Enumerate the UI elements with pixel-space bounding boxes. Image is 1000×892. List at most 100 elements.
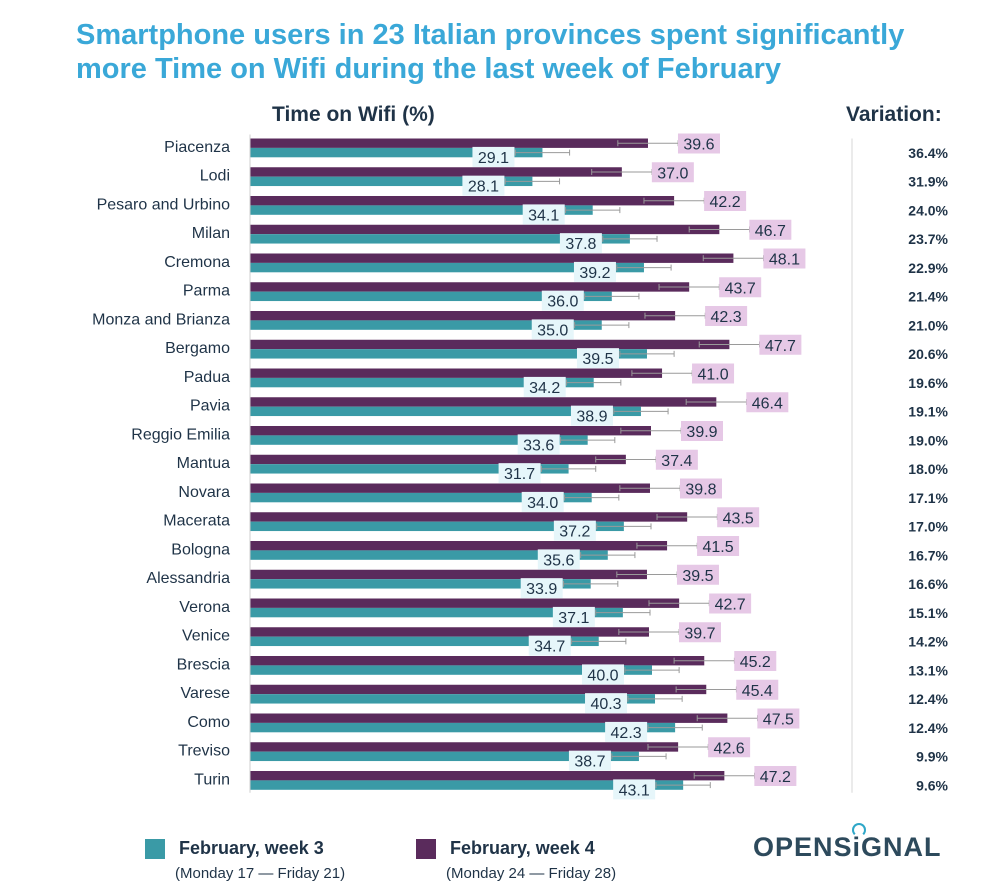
- label-bg-week3-monza-and-brianza: [531, 319, 574, 340]
- bar-week3-bergamo: [250, 349, 647, 359]
- bar-week3-verona: [250, 607, 623, 618]
- bar-week4-verona: [250, 598, 680, 608]
- bar-week3-piacenza: [250, 147, 543, 158]
- category-label-mantua: Mantua: [177, 455, 230, 472]
- bar-week4-reggio-emilia: [250, 426, 651, 436]
- label-bg-week4-macerata: [717, 507, 760, 528]
- data-label-week4-padua: 41.0: [697, 367, 728, 384]
- category-label-parma: Parma: [183, 283, 230, 300]
- bar-week4-varese: [250, 684, 707, 695]
- bar-week4-monza-and-brianza: [250, 311, 676, 321]
- label-bg-week4-monza-and-brianza: [705, 306, 748, 326]
- category-label-venice: Venice: [182, 628, 230, 645]
- bar-week3-milan: [250, 234, 630, 244]
- bar-week3-cremona: [250, 262, 644, 273]
- bar-week3-padua: [250, 377, 594, 388]
- variation-brescia: 13.1%: [908, 662, 948, 678]
- label-bg-week4-pesaro-and-urbino: [704, 191, 747, 211]
- label-bg-week4-como: [757, 708, 800, 729]
- bar-week3-turin: [250, 780, 684, 790]
- label-bg-week3-treviso: [568, 750, 611, 771]
- data-label-week3-brescia: 40.0: [587, 667, 618, 684]
- bar-week4-piacenza: [250, 138, 648, 148]
- category-label-bologna: Bologna: [171, 541, 230, 558]
- variation-verona: 15.1%: [908, 605, 948, 621]
- data-label-week4-mantua: 37.4: [661, 453, 692, 470]
- bar-week4-pavia: [250, 397, 717, 407]
- data-label-week4-macerata: 43.5: [723, 510, 754, 527]
- category-label-monza-and-brianza: Monza and Brianza: [92, 311, 230, 328]
- data-label-week4-piacenza: 39.6: [683, 137, 714, 154]
- data-label-week4-pesaro-and-urbino: 42.2: [710, 194, 741, 211]
- label-bg-week3-varese: [585, 693, 628, 714]
- variation-header: Variation:: [846, 103, 942, 126]
- label-bg-week3-alessandria: [520, 578, 563, 599]
- legend-sublabel-week4: (Monday 24 — Friday 28): [446, 865, 617, 882]
- logo-text-end: GNAL: [861, 832, 942, 862]
- variation-milan: 23.7%: [908, 231, 948, 247]
- label-bg-week3-milan: [559, 233, 602, 254]
- chart-title: Smartphone users in 23 Italian provinces…: [76, 18, 976, 86]
- category-label-milan: Milan: [192, 225, 230, 242]
- data-label-week4-verona: 42.7: [715, 597, 746, 614]
- bar-week4-como: [250, 713, 728, 723]
- variation-monza-and-brianza: 21.0%: [908, 317, 948, 333]
- label-bg-week4-reggio-emilia: [680, 421, 723, 441]
- category-label-pavia: Pavia: [190, 398, 230, 415]
- data-label-week4-bologna: 41.5: [703, 539, 734, 556]
- bar-week4-cremona: [250, 253, 734, 263]
- label-bg-week4-bergamo: [759, 334, 802, 355]
- variation-varese: 12.4%: [908, 691, 948, 707]
- label-bg-week4-brescia: [734, 651, 777, 671]
- data-label-week3-bologna: 35.6: [543, 552, 574, 569]
- label-bg-week4-padua: [692, 363, 735, 384]
- label-bg-week4-mantua: [655, 449, 698, 470]
- variation-piacenza: 36.4%: [908, 145, 948, 161]
- data-label-week3-verona: 37.1: [558, 610, 589, 627]
- data-label-week4-cremona: 48.1: [769, 252, 800, 269]
- label-bg-week3-pesaro-and-urbino: [522, 204, 565, 225]
- bar-week3-alessandria: [250, 579, 591, 589]
- data-label-week3-padua: 34.2: [529, 380, 560, 397]
- bar-week3-mantua: [250, 464, 569, 474]
- category-label-alessandria: Alessandria: [146, 570, 230, 587]
- label-bg-week3-lodi: [462, 175, 505, 196]
- metric-header: Time on Wifi (%): [272, 103, 435, 126]
- legend-swatch-week3: [145, 839, 165, 859]
- bar-week4-macerata: [250, 512, 688, 522]
- label-bg-week3-verona: [552, 606, 595, 627]
- data-label-week4-pavia: 46.4: [752, 395, 783, 412]
- data-label-week4-alessandria: 39.5: [682, 568, 713, 585]
- label-bg-week4-alessandria: [676, 564, 719, 585]
- label-bg-week4-varese: [736, 679, 779, 700]
- label-bg-week3-brescia: [582, 664, 624, 685]
- label-bg-week4-cremona: [763, 248, 806, 269]
- variation-reggio-emilia: 19.0%: [908, 432, 948, 448]
- bar-week3-parma: [250, 291, 612, 302]
- category-label-pesaro-and-urbino: Pesaro and Urbino: [97, 196, 231, 213]
- logo-text-start: OPENS: [753, 832, 853, 862]
- data-label-week4-milan: 46.7: [755, 223, 786, 240]
- bar-week3-pesaro-and-urbino: [250, 205, 593, 215]
- data-label-week4-lodi: 37.0: [657, 165, 688, 182]
- data-label-week4-novara: 39.8: [685, 482, 716, 499]
- data-label-week3-parma: 36.0: [547, 294, 578, 311]
- category-label-padua: Padua: [184, 369, 230, 386]
- category-label-turin: Turin: [194, 771, 230, 788]
- label-bg-week3-reggio-emilia: [517, 434, 560, 455]
- bar-week3-brescia: [250, 665, 652, 675]
- variation-alessandria: 16.6%: [908, 576, 948, 592]
- variation-bologna: 16.7%: [908, 547, 948, 563]
- bar-week4-mantua: [250, 454, 626, 465]
- bar-week3-treviso: [250, 751, 639, 762]
- bar-week4-parma: [250, 282, 690, 292]
- data-label-week4-turin: 47.2: [760, 769, 791, 786]
- data-label-week3-turin: 43.1: [619, 782, 650, 799]
- variation-novara: 17.1%: [908, 490, 948, 506]
- variation-padua: 19.6%: [908, 375, 948, 391]
- label-bg-week3-como: [605, 721, 648, 742]
- label-bg-week4-pavia: [746, 392, 789, 413]
- label-bg-week4-turin: [754, 766, 797, 786]
- bar-week4-milan: [250, 224, 720, 235]
- variation-cremona: 22.9%: [908, 260, 948, 276]
